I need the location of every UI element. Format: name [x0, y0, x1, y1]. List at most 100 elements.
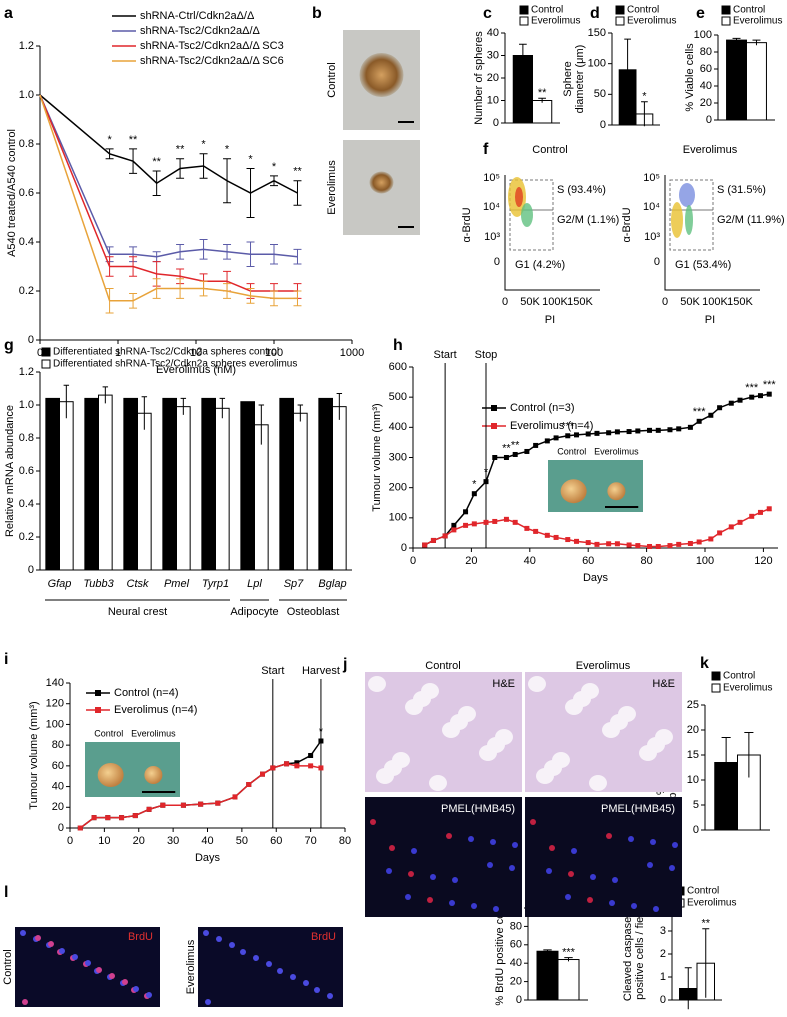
marker [594, 541, 600, 547]
y-tick-label: 0.4 [19, 236, 34, 248]
y-tick-label: 0.6 [19, 465, 34, 477]
y-tick-label: 600 [389, 361, 407, 373]
y-tick-label: 3 [660, 925, 666, 937]
y-tick-label: 40 [487, 27, 499, 39]
nucleus [203, 930, 209, 936]
marker [471, 521, 477, 527]
legend-swatch [721, 5, 731, 15]
marker [215, 800, 221, 806]
image-label: Control [2, 949, 14, 984]
y-tick-label: 0 [28, 334, 34, 346]
error-bar [176, 278, 185, 299]
error-bar [246, 168, 255, 218]
legend-marker [95, 690, 101, 696]
marker [318, 738, 324, 744]
legend-label: Control [723, 671, 755, 682]
fluorescence-image [525, 797, 682, 917]
legend-swatch [519, 16, 529, 26]
marker [483, 519, 489, 525]
error-bar [219, 397, 226, 419]
bar [137, 412, 152, 571]
y-tick-label: 200 [389, 482, 407, 494]
nucleus [650, 839, 656, 845]
y-tick-label: 120 [46, 698, 64, 710]
nucleus [587, 897, 593, 903]
x-tick-label: 0 [410, 555, 416, 567]
y-tick-label: 0.4 [19, 498, 34, 510]
y-tick-label: 60 [700, 63, 712, 75]
nucleus [405, 894, 411, 900]
bar [98, 394, 113, 571]
marker [132, 813, 138, 819]
error-bar [199, 153, 208, 179]
significance: ** [293, 166, 302, 178]
nucleus [229, 942, 235, 948]
panel-letter: f [483, 141, 489, 158]
legend-swatch [615, 5, 625, 15]
nucleus [549, 845, 555, 851]
axis [504, 175, 600, 291]
x-tick-label: 100 [696, 555, 714, 567]
y-tick-label: 500 [389, 391, 407, 403]
y-axis-label: Tumour volume (mm³) [371, 403, 383, 511]
marker [676, 541, 682, 547]
panel-letter: d [590, 5, 600, 22]
marker [422, 542, 428, 548]
marker [232, 794, 238, 800]
significance: *** [561, 421, 575, 433]
nucleus [96, 967, 102, 973]
adipocyte [581, 683, 599, 699]
legend-label: Everolimus (n=4) [114, 704, 197, 716]
legend-label: Everolimus [687, 898, 736, 909]
x-tick-label: 100 [265, 347, 283, 359]
marker [766, 506, 772, 512]
legend-marker [491, 405, 497, 411]
marker [160, 802, 166, 808]
marker [606, 430, 612, 436]
x-tick-label: Pmel [164, 578, 190, 590]
significance: ** [502, 442, 511, 454]
marker [614, 429, 620, 435]
legend-label: Everolimus [627, 16, 676, 27]
nucleus [290, 974, 296, 980]
x-tick-label: 0 [67, 835, 73, 847]
marker [270, 765, 276, 771]
y-tick-label: 10⁵ [643, 172, 660, 184]
marker [635, 543, 641, 549]
marker [635, 428, 641, 434]
stain-label: H&E [492, 678, 515, 690]
y-tick-label: 20 [510, 976, 522, 988]
legend-label: Everolimus (n=4) [510, 420, 593, 432]
adipocyte [368, 676, 386, 692]
nucleus [446, 833, 452, 839]
error-bar [641, 101, 648, 127]
y-tick-label: 1.0 [19, 89, 34, 101]
x-tick-label: 70 [305, 835, 317, 847]
nucleus [35, 935, 41, 941]
bar [254, 424, 269, 571]
marker [553, 534, 559, 540]
tumour [560, 479, 587, 504]
error-bar [270, 290, 278, 307]
axis [664, 175, 760, 291]
y-tick-label: 0 [660, 994, 666, 1006]
marker [463, 509, 469, 515]
y-tick-label: 10 [687, 774, 699, 786]
image-label: Everolimus [326, 160, 338, 215]
error-bar [624, 38, 631, 101]
bar [59, 401, 74, 571]
x-tick-label: 100K [542, 296, 568, 308]
bar [162, 397, 178, 571]
significance: ** [701, 918, 710, 930]
fluorescence-image [365, 797, 522, 917]
gate-label: S (93.4%) [557, 184, 606, 196]
nucleus [471, 903, 477, 909]
cell-density [685, 205, 693, 235]
marker [655, 543, 661, 549]
marker [766, 391, 772, 397]
bar [726, 39, 747, 121]
x-axis-label: Everolimus (nM) [156, 364, 236, 376]
marker [687, 540, 693, 546]
y-tick-label: 10³ [644, 231, 660, 243]
x-tick-label: 120 [754, 555, 772, 567]
